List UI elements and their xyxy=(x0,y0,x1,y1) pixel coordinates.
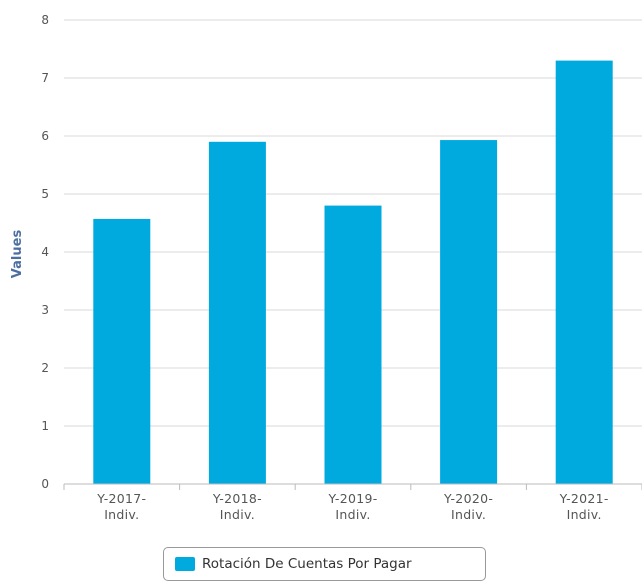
y-axis-label: Values xyxy=(10,230,25,279)
bar[interactable] xyxy=(208,141,266,485)
x-tick-label-line: Indiv. xyxy=(104,507,139,522)
x-tick-label-line: Y-2018- xyxy=(212,491,262,506)
x-tick-label: Y-2019-Indiv. xyxy=(327,491,377,522)
x-tick-label: Y-2018-Indiv. xyxy=(212,491,262,522)
bar[interactable] xyxy=(324,205,382,484)
y-tick-label: 3 xyxy=(41,303,49,317)
x-tick-label-line: Indiv. xyxy=(451,507,486,522)
bar[interactable] xyxy=(93,218,151,484)
legend-swatch xyxy=(175,557,195,571)
bar[interactable] xyxy=(555,60,613,484)
y-tick-label: 8 xyxy=(41,13,49,27)
y-tick-label: 1 xyxy=(41,419,49,433)
bars xyxy=(93,60,613,485)
x-tick-label-line: Y-2019- xyxy=(327,491,377,506)
x-tick-label-line: Y-2017- xyxy=(96,491,146,506)
y-tick-label: 0 xyxy=(41,477,49,491)
bar[interactable] xyxy=(440,140,498,484)
x-tick-label-line: Y-2020- xyxy=(443,491,493,506)
y-tick-label: 5 xyxy=(41,187,49,201)
legend[interactable]: Rotación De Cuentas Por Pagar xyxy=(163,547,486,581)
y-axis-ticks: 0 1 2 3 4 5 6 7 8 xyxy=(41,13,49,491)
y-tick-label: 6 xyxy=(41,129,49,143)
x-tick-label: Y-2020-Indiv. xyxy=(443,491,493,522)
y-tick-label: 7 xyxy=(41,71,49,85)
x-tick-label-line: Y-2021- xyxy=(559,491,609,506)
legend-label: Rotación De Cuentas Por Pagar xyxy=(202,556,412,572)
x-tick-label-line: Indiv. xyxy=(335,507,370,522)
x-tick-label: Y-2017-Indiv. xyxy=(96,491,146,522)
y-tick-label: 2 xyxy=(41,361,49,375)
y-tick-label: 4 xyxy=(41,245,49,259)
x-axis-ticks: Y-2017-Indiv.Y-2018-Indiv.Y-2019-Indiv.Y… xyxy=(63,484,642,522)
x-tick-label-line: Indiv. xyxy=(567,507,602,522)
x-tick-label: Y-2021-Indiv. xyxy=(559,491,609,522)
x-tick-label-line: Indiv. xyxy=(220,507,255,522)
